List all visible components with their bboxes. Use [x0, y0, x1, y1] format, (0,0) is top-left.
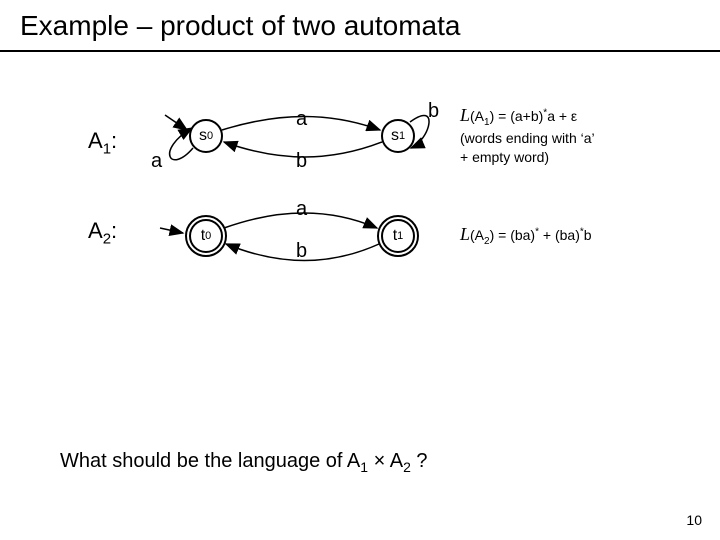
state-t0: t0	[189, 219, 223, 253]
state-s0: s0	[189, 119, 223, 153]
question-A1-sub: 1	[360, 459, 368, 475]
a1-lang-line2: (words ending with ‘a’	[460, 130, 595, 146]
a1-lang-L: L	[460, 105, 470, 125]
state-s0-sub: 0	[207, 130, 213, 142]
a1-self-loop-label: a	[151, 150, 162, 173]
title-underline	[0, 50, 720, 52]
question-prefix: What should be the language of	[60, 450, 347, 472]
state-t1: t1	[381, 219, 415, 253]
a2-label-letter: A	[88, 218, 103, 243]
a1-lang-tail: a + ε	[547, 108, 577, 124]
a2-label: A2:	[88, 218, 117, 247]
a1-lang-line3: + empty word)	[460, 149, 549, 165]
a1-lang-mid: (A	[470, 108, 484, 124]
a2-language: L(A2) = (ba)* + (ba)*b	[460, 222, 592, 248]
question-A2-sub: 2	[403, 459, 411, 475]
a1-lang-post: ) = (a+b)	[490, 108, 544, 124]
a1-label-sub: 1	[103, 140, 111, 157]
question-times: ×	[368, 450, 390, 472]
state-s0-label: s	[199, 127, 207, 145]
a2-lang-L: L	[460, 224, 470, 244]
a2-lang-mid: (A	[470, 227, 484, 243]
state-s1-sub: 1	[399, 130, 405, 142]
a1-self-loop-b-label: b	[428, 100, 439, 123]
slide-title: Example – product of two automata	[20, 10, 460, 42]
question-A2: A	[390, 450, 403, 472]
a2-label-suffix: :	[111, 218, 117, 243]
a2-top-edge-label: a	[296, 198, 307, 221]
a2-bottom-edge-label: b	[296, 240, 307, 263]
a2-label-sub: 2	[103, 230, 111, 247]
a1-label-suffix: :	[111, 128, 117, 153]
a1-bottom-edge-label: b	[296, 150, 307, 173]
state-s1: s1	[381, 119, 415, 153]
a1-label-letter: A	[88, 128, 103, 153]
question-text: What should be the language of A1 × A2 ?	[60, 450, 428, 475]
a2-lang-tail: + (ba)	[539, 227, 580, 243]
a1-top-edge-label: a	[296, 108, 307, 131]
page-number: 10	[686, 512, 702, 528]
a2-lang-post: ) = (ba)	[490, 227, 536, 243]
a2-lang-tail2: b	[584, 227, 592, 243]
state-t0-sub: 0	[205, 230, 211, 242]
a1-label: A1:	[88, 128, 117, 157]
question-suffix: ?	[411, 450, 428, 472]
question-A1: A	[347, 450, 360, 472]
state-t1-sub: 1	[397, 230, 403, 242]
state-s1-label: s	[391, 127, 399, 145]
a1-language: L(A1) = (a+b)*a + ε (words ending with ‘…	[460, 103, 595, 167]
